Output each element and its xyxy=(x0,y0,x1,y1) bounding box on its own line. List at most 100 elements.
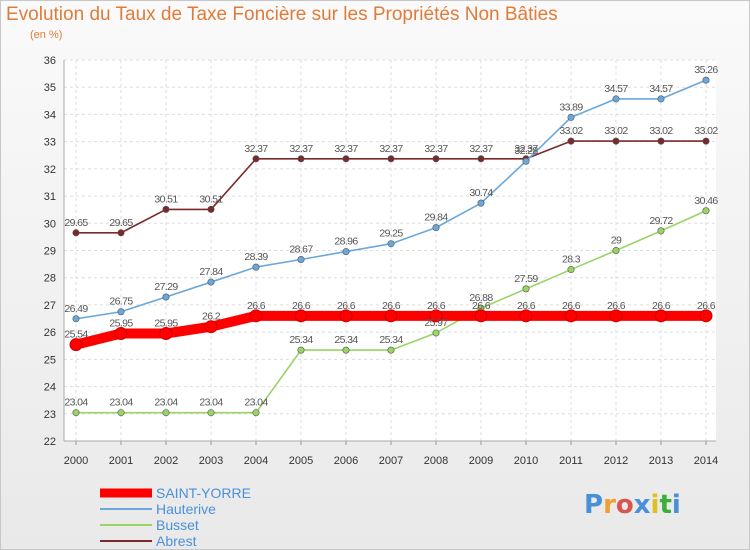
data-point-busset xyxy=(117,409,125,417)
y-tick-label: 35 xyxy=(44,82,56,94)
x-tick-label: 2008 xyxy=(424,455,448,467)
chart-subtitle: (en %) xyxy=(30,29,63,41)
data-point-busset xyxy=(162,409,170,417)
data-label-abrest: 32.37 xyxy=(514,143,538,155)
x-tick-label: 2010 xyxy=(514,455,538,467)
data-point-hauterive xyxy=(297,255,305,263)
data-label-busset: 23.04 xyxy=(109,397,133,409)
data-point-hauterive xyxy=(477,199,485,207)
data-point-abrest xyxy=(477,155,485,163)
x-tick-label: 2014 xyxy=(694,455,718,467)
y-tick-label: 26 xyxy=(44,327,56,339)
data-label-hauterive: 26.49 xyxy=(64,303,88,315)
data-point-saint-yorre xyxy=(384,309,398,323)
y-tick-label: 30 xyxy=(44,218,56,230)
data-label-hauterive: 34.57 xyxy=(604,83,628,95)
data-point-abrest xyxy=(612,137,620,145)
proxiti-logo: Proxiti xyxy=(584,490,681,520)
data-point-busset xyxy=(522,285,530,293)
data-point-hauterive xyxy=(252,263,260,271)
y-tick-label: 23 xyxy=(44,409,56,421)
data-label-busset: 23.04 xyxy=(199,397,223,409)
data-label-hauterive: 35.26 xyxy=(694,64,718,76)
data-label-busset: 25.34 xyxy=(334,334,358,346)
data-point-abrest xyxy=(207,205,215,213)
data-label-saint-yorre: 26.6 xyxy=(652,300,671,312)
data-label-saint-yorre: 26.6 xyxy=(697,300,716,312)
data-label-saint-yorre: 26.2 xyxy=(202,311,221,323)
data-point-hauterive xyxy=(117,308,125,316)
data-point-hauterive xyxy=(207,278,215,286)
data-label-busset: 29 xyxy=(611,235,622,247)
data-label-abrest: 32.37 xyxy=(424,143,448,155)
data-label-busset: 23.04 xyxy=(244,397,268,409)
data-label-abrest: 32.37 xyxy=(334,143,358,155)
data-point-busset xyxy=(252,409,260,417)
data-point-hauterive xyxy=(522,157,530,165)
data-label-abrest: 33.02 xyxy=(694,125,718,137)
data-label-hauterive: 29.84 xyxy=(424,212,448,224)
data-label-abrest: 33.02 xyxy=(604,125,628,137)
data-label-abrest: 32.37 xyxy=(289,143,313,155)
data-point-busset xyxy=(297,346,305,354)
y-tick-label: 31 xyxy=(44,191,56,203)
y-tick-label: 36 xyxy=(44,55,56,67)
y-tick-label: 24 xyxy=(44,382,56,394)
y-tick-label: 28 xyxy=(44,273,56,285)
data-label-busset: 30.46 xyxy=(694,195,718,207)
y-tick-label: 32 xyxy=(44,164,56,176)
data-point-saint-yorre xyxy=(69,338,83,352)
data-label-abrest: 29.65 xyxy=(64,217,88,229)
data-point-busset xyxy=(567,266,575,274)
data-point-hauterive xyxy=(567,113,575,121)
legend-label-saint-yorre: SAINT-YORRE xyxy=(156,485,251,501)
data-point-hauterive xyxy=(342,248,350,256)
logo-letter: r xyxy=(603,490,616,520)
data-point-abrest xyxy=(297,155,305,163)
logo-letter: o xyxy=(615,490,634,520)
data-point-abrest xyxy=(117,229,125,237)
data-label-abrest: 32.37 xyxy=(244,143,268,155)
data-point-saint-yorre xyxy=(654,309,668,323)
logo-letter: i xyxy=(650,490,660,520)
data-label-hauterive: 27.29 xyxy=(154,281,178,293)
y-tick-label: 29 xyxy=(44,246,56,258)
data-point-saint-yorre xyxy=(339,309,353,323)
data-label-busset: 25.34 xyxy=(379,334,403,346)
data-label-busset: 27.59 xyxy=(514,273,538,285)
axis-layer: 22 23 24 25 26 27 28 29 30 31 32 33 34 35 36 2000 2001 20… xyxy=(44,55,718,467)
data-label-saint-yorre: 26.6 xyxy=(292,300,311,312)
data-point-hauterive xyxy=(432,224,440,232)
data-label-busset: 26.88 xyxy=(469,292,493,304)
data-label-saint-yorre: 26.6 xyxy=(382,300,401,312)
data-point-saint-yorre xyxy=(699,309,713,323)
legend-label-abrest: Abrest xyxy=(156,533,197,549)
x-tick-label: 2002 xyxy=(154,455,178,467)
data-point-saint-yorre xyxy=(159,327,173,341)
data-label-hauterive: 32.28 xyxy=(514,145,538,157)
data-label-abrest: 33.02 xyxy=(649,125,673,137)
data-label-busset: 25.34 xyxy=(289,334,313,346)
data-label-hauterive: 33.89 xyxy=(559,101,583,113)
data-point-busset xyxy=(432,329,440,337)
data-point-saint-yorre xyxy=(114,327,128,341)
data-label-saint-yorre: 26.6 xyxy=(607,300,626,312)
data-point-abrest xyxy=(567,137,575,145)
data-label-hauterive: 29.25 xyxy=(379,228,403,240)
data-point-abrest xyxy=(702,137,710,145)
data-point-abrest xyxy=(432,155,440,163)
x-tick-label: 2005 xyxy=(289,455,313,467)
x-tick-label: 2006 xyxy=(334,455,358,467)
x-tick-label: 2000 xyxy=(64,455,88,467)
data-point-hauterive xyxy=(702,76,710,84)
data-label-saint-yorre: 26.6 xyxy=(562,300,581,312)
data-label-hauterive: 28.67 xyxy=(289,243,313,255)
data-label-saint-yorre: 25.95 xyxy=(154,318,178,330)
data-point-hauterive xyxy=(612,95,620,103)
data-point-busset xyxy=(387,346,395,354)
data-label-saint-yorre: 26.6 xyxy=(337,300,356,312)
legend-label-busset: Busset xyxy=(156,517,199,533)
data-label-saint-yorre: 25.54 xyxy=(64,329,88,341)
y-tick-label: 25 xyxy=(44,354,56,366)
